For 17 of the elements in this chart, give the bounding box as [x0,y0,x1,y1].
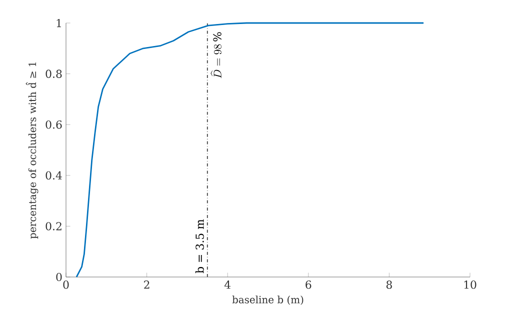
y-tick-label: 0.8 [46,70,62,78]
x-tick-label: 10 [464,280,476,289]
x-tick-label: 8 [386,280,392,289]
y-tick-label: 0.2 [46,222,62,230]
y-tick-label: 1 [56,18,61,28]
x-axis-title: baseline b (m) [232,296,304,305]
annotation: $\widehat{D} = 98\,\%$ [210,32,222,78]
line-series [76,22,424,278]
y-tick-label: 0 [56,272,62,282]
x-tick-label: 0 [63,280,69,289]
y-axis-title: percentage of occluders with d̂ ≥ 1 [26,62,38,239]
x-tick-label: 6 [306,280,312,289]
ref-line-label: b = 3.5 m [195,219,204,274]
y-tick-label: 0.6 [46,120,62,129]
y-tick-label: 0.4 [46,171,62,180]
x-tick-label: 4 [224,280,231,289]
x-tick-label: 2 [144,280,150,289]
